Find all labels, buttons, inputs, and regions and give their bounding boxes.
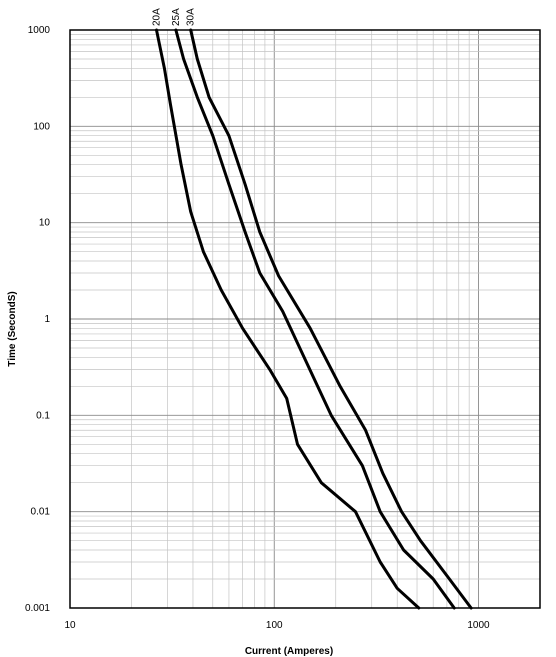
y-tick-label: 10: [39, 218, 51, 229]
plot-frame: [69, 29, 541, 609]
x-axis-title: Current (Amperes): [245, 646, 333, 657]
y-tick-label: 0.01: [31, 507, 51, 518]
y-tick-labels: 1000 100 10 1 0.1 0.01 0.001: [25, 25, 50, 614]
y-tick-label: 100: [33, 121, 50, 132]
y-tick-label: 1000: [28, 25, 51, 36]
series-label-20a: 20A: [151, 8, 162, 26]
curves: [155, 28, 473, 610]
x-tick-label: 10: [64, 620, 76, 631]
x-tick-labels: 10 100 1000: [64, 620, 490, 631]
y-axis-title: Time (SecondS): [7, 291, 18, 366]
y-tick-label: 0.1: [36, 410, 50, 421]
x-tick-label: 1000: [467, 620, 490, 631]
y-tick-label: 1: [44, 314, 50, 325]
series-label-30a: 30A: [186, 8, 197, 26]
x-tick-label: 100: [266, 620, 283, 631]
series-labels: 20A 25A 30A: [151, 8, 196, 26]
y-tick-label: 0.001: [25, 603, 50, 614]
series-label-25a: 25A: [171, 8, 182, 26]
series-line-25a: [174, 28, 456, 610]
series-line-30a: [189, 28, 473, 610]
series-line-20a: [155, 28, 421, 610]
